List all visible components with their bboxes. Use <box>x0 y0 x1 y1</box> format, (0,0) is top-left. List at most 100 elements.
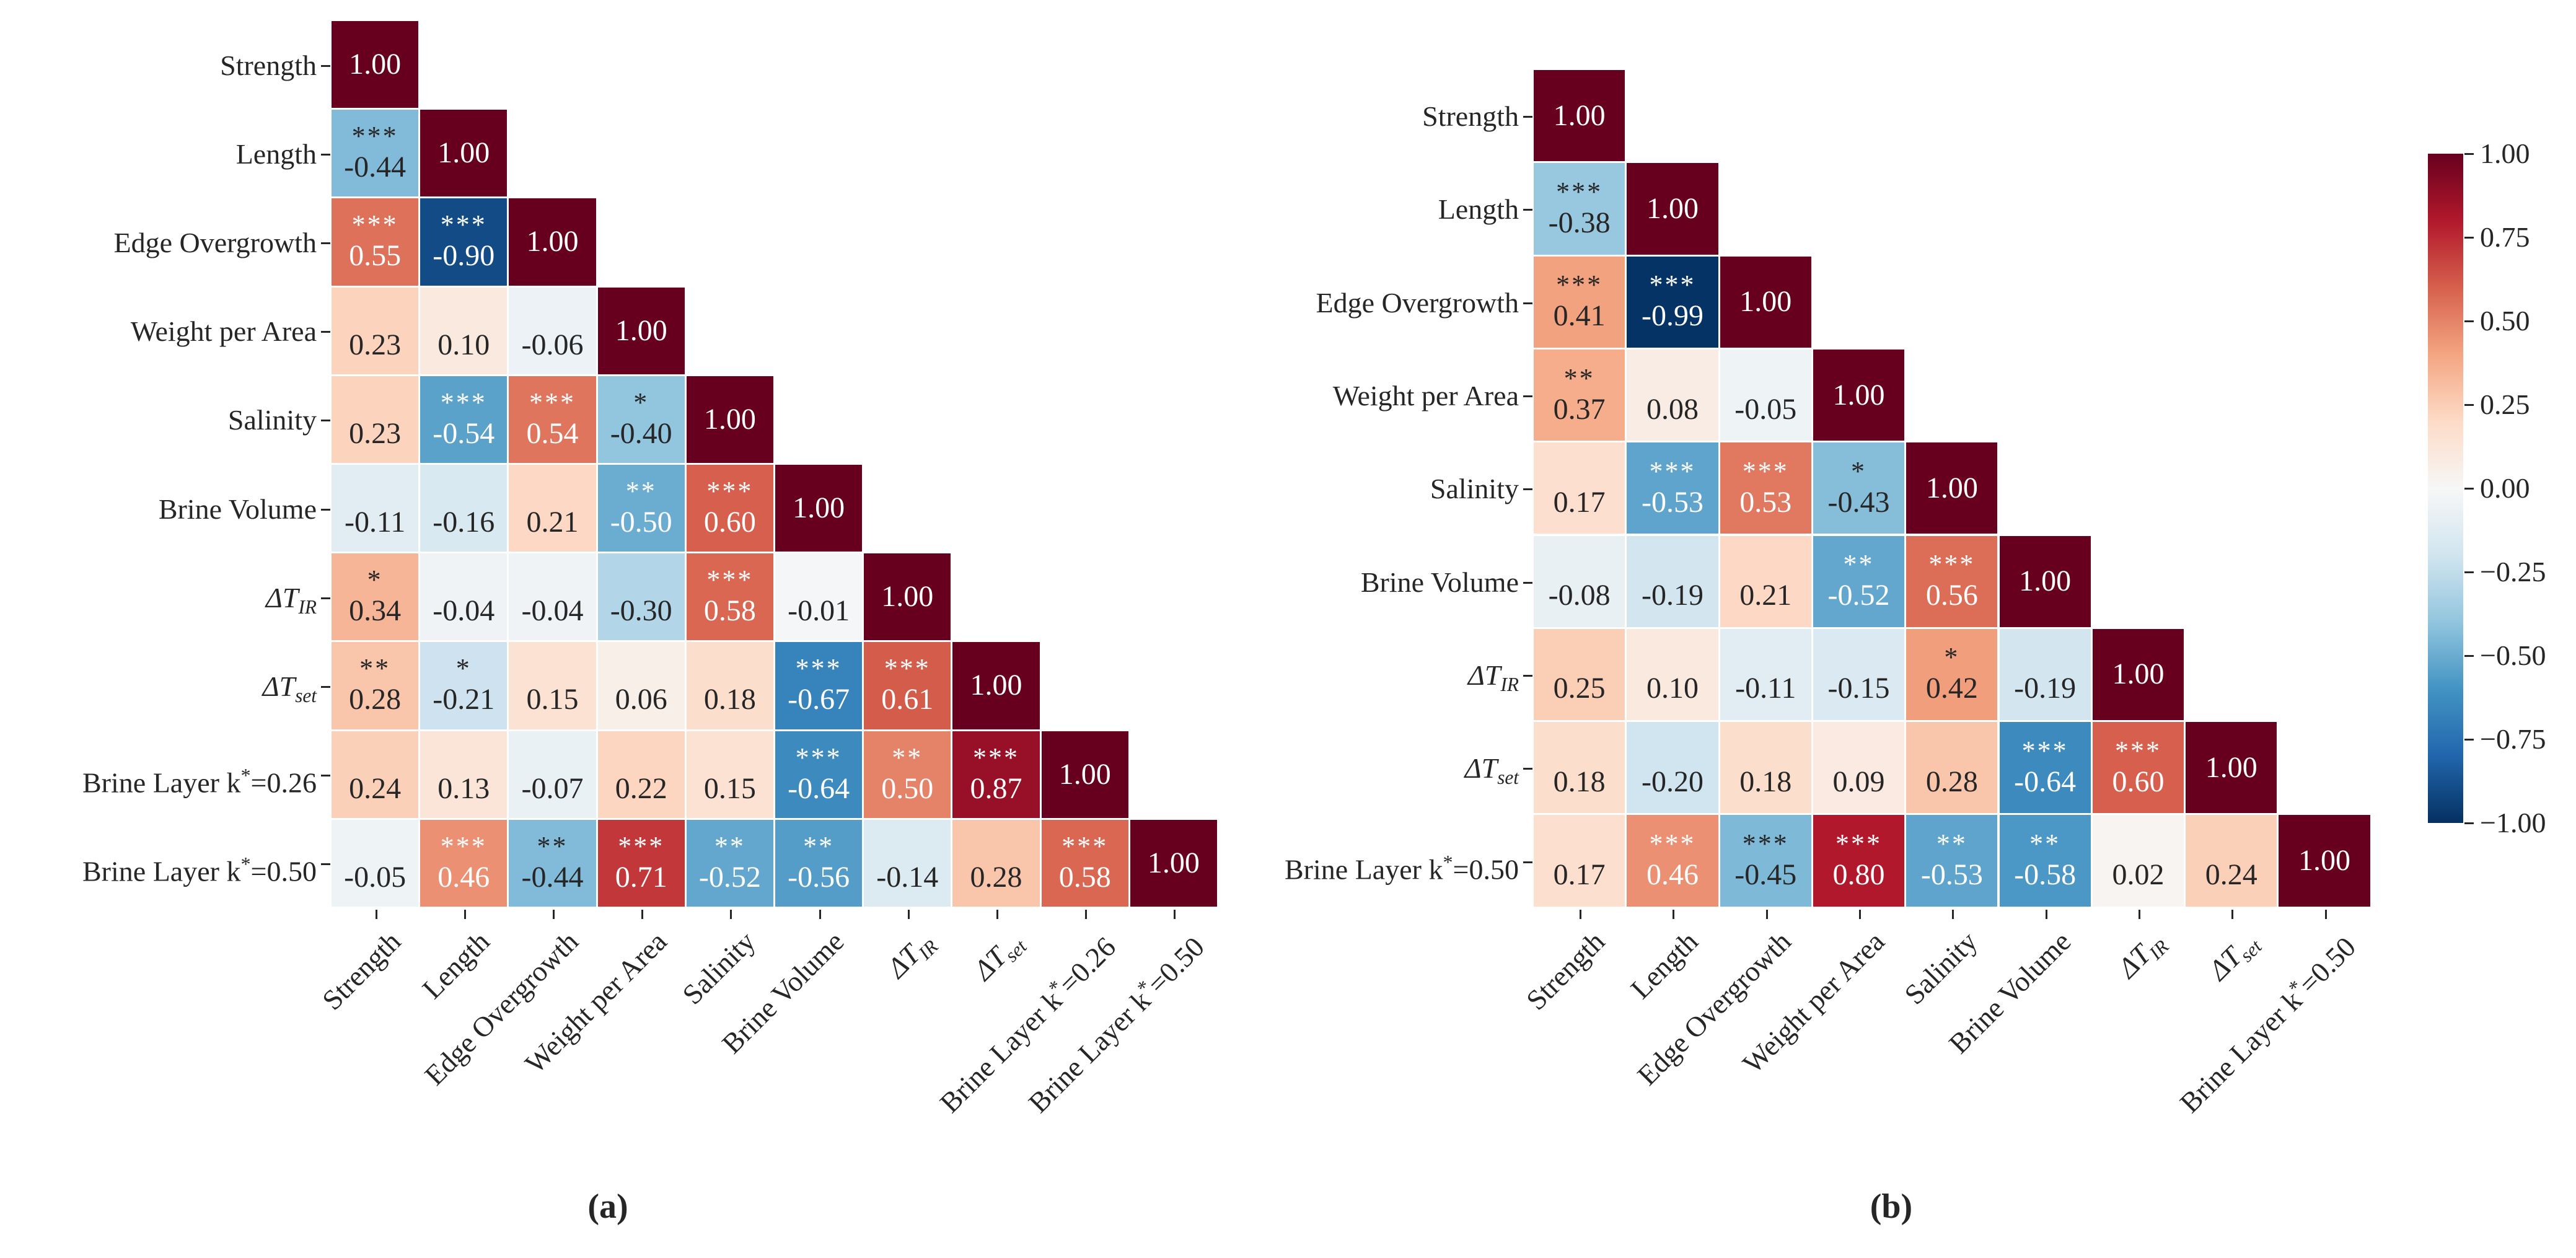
significance-stars <box>726 654 734 683</box>
cell-value: -0.52 <box>1827 579 1890 612</box>
cell-value: 0.60 <box>2112 765 2165 798</box>
x-axis-tick <box>1952 909 1954 919</box>
significance-stars: * <box>455 653 472 684</box>
significance-stars <box>1575 550 1584 579</box>
heatmap-cell: 0.18 <box>1534 722 1625 814</box>
heatmap-cell: *** 0.87 <box>952 731 1040 818</box>
cell-value: -0.64 <box>788 772 850 805</box>
cell-value: 0.15 <box>526 683 579 716</box>
heatmap-cell: 0.18 <box>1720 722 1811 814</box>
significance-stars <box>637 654 646 683</box>
cell-value: -0.15 <box>1827 672 1890 705</box>
cell-value: 0.34 <box>349 594 402 628</box>
significance-stars: *** <box>351 121 398 152</box>
cell-value: -0.38 <box>1548 206 1611 239</box>
row-label: Length <box>235 138 317 170</box>
cell-value: -0.45 <box>1734 858 1797 892</box>
cell-value: 0.17 <box>1553 858 1606 892</box>
cell-value: 0.61 <box>881 683 934 716</box>
column-label: ΔTset <box>967 935 1031 987</box>
x-axis-tick <box>2045 909 2047 919</box>
cell-value: -0.64 <box>2014 765 2077 798</box>
heatmap-cell: -0.14 <box>864 819 951 907</box>
heatmap-cell: * 0.34 <box>332 553 419 641</box>
significance-stars: * <box>1944 642 1960 673</box>
column-label: ΔTIR <box>2111 935 2173 984</box>
cell-value: 0.09 <box>1832 765 1885 798</box>
cell-value: 1.00 <box>2298 844 2351 878</box>
heatmap-cell: ** 0.28 <box>332 642 419 729</box>
significance-stars: *** <box>351 209 398 240</box>
heatmap-cell: * 0.42 <box>1906 628 1998 721</box>
significance-stars: ** <box>1843 549 1875 580</box>
heatmap-cell: 0.06 <box>597 642 685 729</box>
heatmap-cell: 0.08 <box>1627 349 1718 441</box>
significance-stars: *** <box>2021 735 2068 766</box>
colorbar-tick-label: 0.75 <box>2480 221 2530 253</box>
colorbar-tick <box>2464 571 2474 573</box>
significance-stars <box>548 744 556 772</box>
heatmap-cell: 1.00 <box>686 376 773 463</box>
cell-value: 0.21 <box>1739 579 1792 612</box>
heatmap-cell: 0.23 <box>332 287 419 374</box>
heatmap-cell: 1.00 <box>775 465 863 552</box>
significance-stars <box>1948 737 1956 765</box>
cell-value: 0.28 <box>1925 765 1978 798</box>
y-axis-tick <box>1523 116 1532 118</box>
cell-value: 0.80 <box>1832 858 1885 892</box>
cell-value: -0.05 <box>344 860 407 894</box>
cell-value: -0.06 <box>521 328 584 361</box>
heatmap-cell: -0.19 <box>1627 535 1718 627</box>
heatmap-cell: 1.00 <box>2092 628 2184 721</box>
heatmap-cell: ** -0.58 <box>1999 815 2091 907</box>
cell-value: -0.53 <box>1920 858 1983 892</box>
cell-value: 0.23 <box>349 328 402 361</box>
significance-stars <box>459 744 468 772</box>
x-axis-tick <box>730 910 732 919</box>
heatmap-cell: *** 0.58 <box>686 553 773 641</box>
heatmap-cell: *** -0.44 <box>332 110 419 197</box>
significance-stars: ** <box>2029 829 2061 860</box>
heatmap-cell: 1.00 <box>420 110 508 197</box>
significance-stars <box>548 477 556 506</box>
cell-value: 0.25 <box>1553 672 1606 705</box>
heatmap-cell: ** -0.53 <box>1906 815 1998 907</box>
cell-value: 0.46 <box>1646 858 1699 892</box>
heatmap-cell: 1.00 <box>1627 163 1718 255</box>
x-axis-tick <box>1580 909 1582 919</box>
significance-stars: * <box>1851 455 1867 486</box>
row-label: Edge Overgrowth <box>1316 286 1519 319</box>
significance-stars <box>371 389 379 417</box>
heatmap-cell: ** -0.56 <box>775 819 863 907</box>
heatmap-cell: 0.24 <box>332 731 419 818</box>
significance-stars <box>1575 737 1584 765</box>
colorbar-tick-label: −0.25 <box>2480 556 2546 587</box>
significance-stars <box>1855 737 1863 765</box>
x-axis-tick <box>996 910 998 919</box>
y-axis-tick <box>1523 209 1532 211</box>
cell-value: 0.55 <box>349 239 402 273</box>
x-axis-tick <box>2231 909 2234 919</box>
cell-value: -0.56 <box>788 860 850 894</box>
heatmap-cell: ** -0.50 <box>597 465 685 552</box>
heatmap-cell: 1.00 <box>2279 815 2370 907</box>
heatmap-cell: *** 0.53 <box>1720 442 1811 534</box>
cell-value: -0.99 <box>1641 299 1703 333</box>
row-label: Edge Overgrowth <box>113 227 317 258</box>
significance-stars: ** <box>537 830 568 861</box>
significance-stars: ** <box>892 742 923 773</box>
colorbar-tick <box>2464 488 2474 490</box>
heatmap-cell: 0.28 <box>1906 722 1998 814</box>
row-label: Brine Layer k*=0.50 <box>1285 850 1519 885</box>
row-label: Brine Layer k*=0.50 <box>82 853 317 887</box>
significance-stars: *** <box>440 209 487 240</box>
cell-value: 1.00 <box>2019 565 2072 598</box>
column-label: Strength <box>1520 925 1611 1016</box>
cell-value: 1.00 <box>349 48 402 81</box>
heatmap-cell: *** 0.61 <box>864 642 951 729</box>
y-axis-tick <box>321 153 330 156</box>
significance-stars: ** <box>803 830 835 861</box>
heatmap-cell: ** -0.52 <box>1813 535 1905 627</box>
cell-value: 0.50 <box>881 772 934 805</box>
colorbar-tick-label: 0.00 <box>2480 472 2530 504</box>
